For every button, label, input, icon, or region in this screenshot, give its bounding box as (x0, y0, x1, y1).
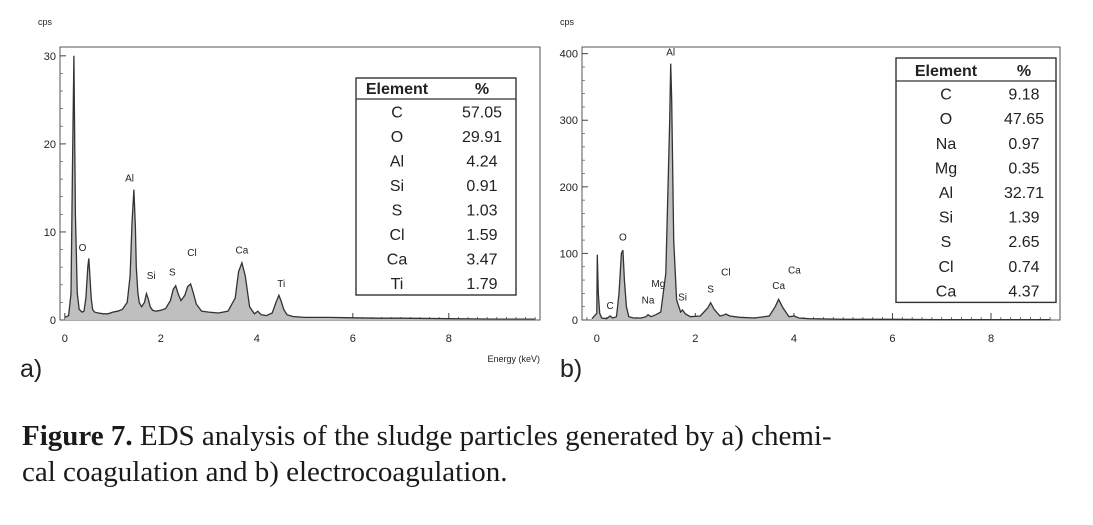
table-cell-percent: 3.47 (466, 252, 497, 269)
figure-caption: Figure 7. EDS analysis of the sludge par… (22, 418, 1072, 490)
table-cell-element: Na (936, 136, 957, 153)
table-cell-element: Cl (938, 259, 953, 276)
table-cell-element: S (392, 203, 403, 220)
table-cell-element: C (940, 87, 952, 104)
peak-label: Ca (788, 266, 801, 277)
table-cell-element: Mg (935, 160, 957, 177)
table-header-element: Element (366, 81, 429, 98)
element-table (355, 77, 517, 296)
peak-label: Al (125, 173, 134, 184)
table-cell-element: Al (939, 185, 953, 202)
peak-label: O (619, 232, 627, 243)
x-tick-label: 0 (62, 333, 68, 345)
table-cell-percent: 0.35 (1008, 160, 1039, 177)
y-axis-label: cps (38, 17, 53, 27)
table-cell-percent: 1.79 (466, 276, 497, 293)
table-cell-element: Ti (391, 276, 404, 293)
table-cell-element: C (391, 105, 403, 122)
x-tick-label: 2 (158, 333, 164, 345)
peak-label: S (169, 268, 176, 279)
table-cell-percent: 0.97 (1008, 136, 1039, 153)
table-header-element: Element (915, 63, 978, 80)
table-cell-percent: 57.05 (462, 105, 502, 122)
element-table (895, 57, 1057, 304)
table-cell-percent: 1.39 (1008, 210, 1039, 227)
peak-label: Ti (277, 279, 285, 290)
table-header-percent: % (475, 81, 489, 98)
peak-label: O (79, 243, 87, 254)
table-cell-element: Si (939, 210, 953, 227)
y-tick-label: 0 (572, 315, 578, 327)
panel-label: b) (560, 355, 582, 383)
peak-label: Al (666, 47, 675, 58)
peak-label: Cl (721, 268, 730, 279)
spectrum-line (64, 55, 536, 320)
caption-text-continued: cal coagulation and b) electrocoagulatio… (22, 456, 508, 488)
peak-label: Cl (187, 248, 196, 259)
table-cell-percent: 1.03 (466, 203, 497, 220)
y-tick-label: 200 (560, 182, 578, 194)
peak-label: Si (678, 292, 687, 303)
table-cell-percent: 9.18 (1008, 87, 1039, 104)
y-tick-label: 30 (44, 51, 56, 63)
x-tick-label: 2 (692, 333, 698, 345)
table-cell-percent: 29.91 (462, 129, 502, 146)
table-cell-percent: 0.91 (466, 178, 497, 195)
x-tick-label: 8 (446, 333, 452, 345)
table-cell-percent: 2.65 (1008, 234, 1039, 251)
x-tick-label: 6 (350, 333, 356, 345)
caption-text: EDS analysis of the sludge particles gen… (139, 420, 832, 452)
peak-label: Na (642, 296, 655, 307)
peak-label: C (606, 301, 613, 312)
table-cell-percent: 47.65 (1004, 111, 1044, 128)
x-tick-label: 0 (594, 333, 600, 345)
x-tick-label: 8 (988, 333, 994, 345)
table-cell-percent: 4.37 (1008, 283, 1039, 300)
table-cell-percent: 1.59 (466, 227, 497, 244)
table-cell-element: S (941, 234, 952, 251)
peak-label: S (707, 284, 714, 295)
y-tick-label: 100 (560, 248, 578, 260)
y-tick-label: 20 (44, 139, 56, 151)
panel-label: a) (20, 355, 42, 383)
y-tick-label: 0 (50, 315, 56, 327)
peak-label: Ca (236, 246, 249, 257)
y-tick-label: 400 (560, 49, 578, 61)
table-cell-element: Cl (389, 227, 404, 244)
x-axis-label: Energy (keV) (487, 354, 540, 364)
table-cell-element: Si (390, 178, 404, 195)
table-cell-element: Al (390, 154, 404, 171)
caption-label: Figure 7. (22, 420, 133, 452)
table-cell-element: O (391, 129, 403, 146)
spectrum-line (591, 63, 1051, 321)
y-tick-label: 300 (560, 115, 578, 127)
peak-label: Mg (651, 279, 665, 290)
x-tick-label: 6 (889, 333, 895, 345)
table-cell-percent: 0.74 (1008, 259, 1039, 276)
x-tick-label: 4 (254, 333, 260, 345)
peak-label: Ca (772, 281, 785, 292)
x-tick-label: 4 (791, 333, 797, 345)
table-cell-percent: 4.24 (466, 154, 497, 171)
table-cell-element: Ca (936, 283, 957, 300)
peak-label: Si (147, 271, 156, 282)
table-cell-element: Ca (387, 252, 408, 269)
table-cell-percent: 32.71 (1004, 185, 1044, 202)
table-cell-element: O (940, 111, 952, 128)
y-axis-label: cps (560, 17, 575, 27)
y-tick-label: 10 (44, 227, 56, 239)
table-header-percent: % (1017, 63, 1031, 80)
